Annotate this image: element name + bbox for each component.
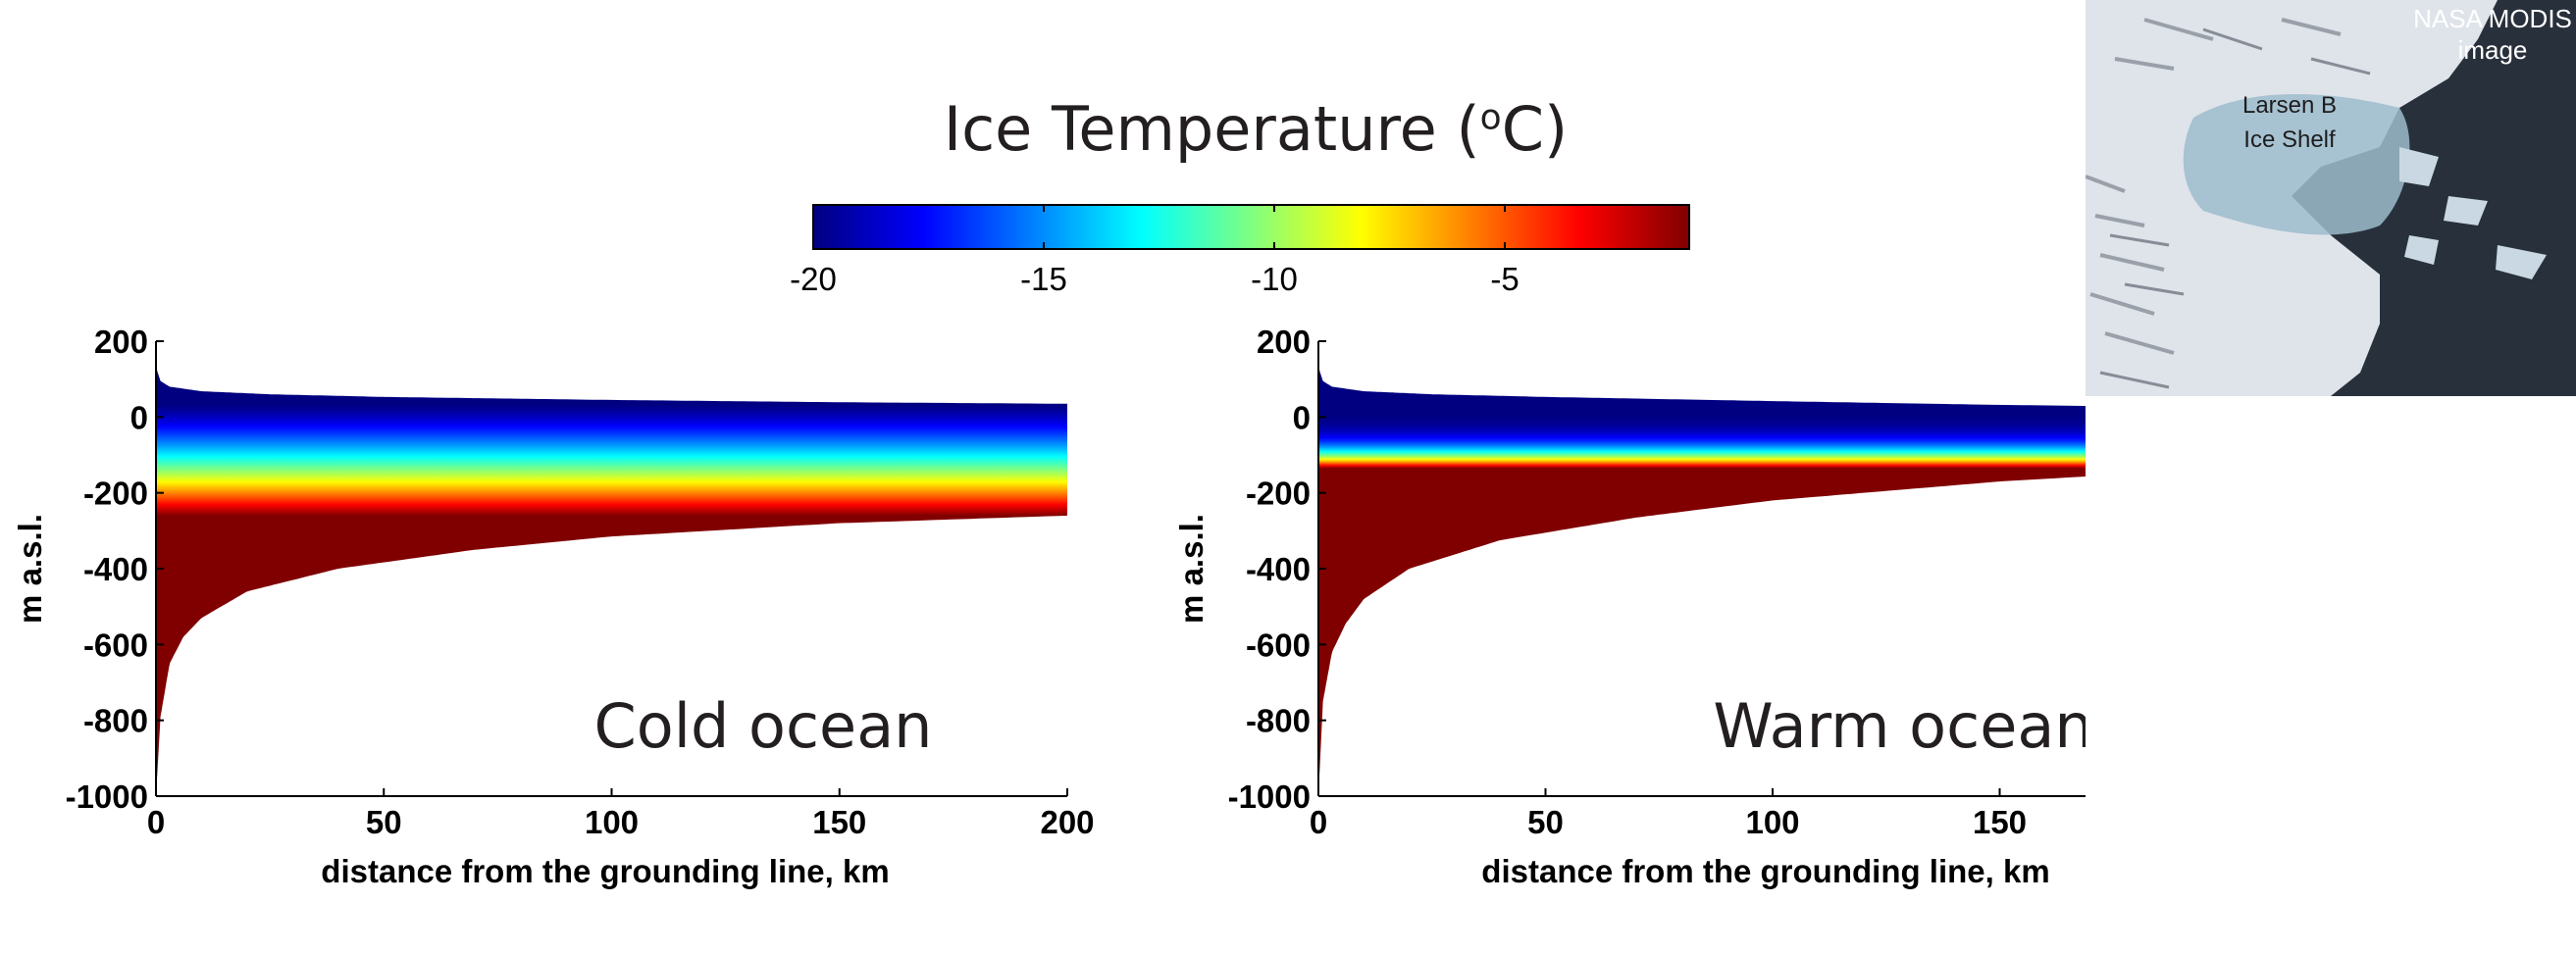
colorbar-title-degree: o [1479, 97, 1502, 138]
colorbar-tick-label: -5 [1490, 261, 1519, 297]
colorbar-title: Ice Temperature (oC) [0, 93, 2511, 165]
mountain-ridges [2086, 18, 2342, 355]
warm-ocean-label: Warm ocean [1713, 690, 2086, 762]
colorbar-body [812, 204, 1690, 250]
y-tick-label: -200 [83, 476, 148, 512]
inset-source-label-1: NASA MODIS [2413, 4, 2572, 33]
inset-feature-label-2: Ice Shelf [2243, 126, 2336, 153]
x-tick-label: 150 [812, 804, 866, 840]
colorbar-tick-label: -20 [790, 261, 837, 297]
satellite-image: NASA MODIS image Larsen B Ice Shelf [2086, 0, 2576, 396]
colorbar-title-unit: C) [1501, 93, 1569, 165]
y-tick-label: -600 [1246, 627, 1311, 663]
cold-ocean-label: Cold ocean [594, 690, 933, 762]
colorbar-title-main: Ice Temperature ( [943, 93, 1480, 165]
y-tick-label: 200 [94, 324, 148, 360]
colorbar-tick-label: -15 [1020, 261, 1067, 297]
x-tick-label: 0 [1310, 804, 1327, 840]
y-tick-label: -800 [83, 703, 148, 739]
x-tick-label: 100 [1745, 804, 1799, 840]
colorbar: -20 -15 -10 -5 [790, 204, 1690, 297]
warm-ocean-xlabel: distance from the grounding line, km [1481, 853, 2049, 889]
cold-ocean-ylabel: m a.s.l. [12, 514, 48, 624]
x-tick-label: 50 [366, 804, 402, 840]
y-tick-label: -800 [1246, 703, 1311, 739]
warm-ocean-temperature-field [1318, 364, 2086, 796]
inset-source-label-2: image [2458, 35, 2528, 65]
y-tick-label: 0 [1293, 399, 1311, 435]
y-tick-label: 200 [1257, 324, 1311, 360]
y-tick-label: -600 [83, 627, 148, 663]
panel-cold-ocean: 0 50 100 150 200 200 0 -200 -400 -600 -800 -1000 Co… [12, 324, 1095, 889]
ice-shelf-region [2183, 94, 2410, 235]
warm-ocean-ylabel: m a.s.l. [1173, 514, 1210, 624]
y-tick-label: -400 [1246, 551, 1311, 587]
colorbar-ticks: -20 -15 -10 -5 [790, 205, 1520, 297]
x-tick-label: 200 [1040, 804, 1094, 840]
x-tick-label: 50 [1527, 804, 1564, 840]
land-shadow-streaks [2099, 27, 2371, 389]
x-tick-label: 150 [1973, 804, 2027, 840]
y-tick-label: -1000 [66, 778, 148, 815]
y-tick-label: -1000 [1228, 778, 1311, 815]
figure-canvas: -20 -15 -10 -5 0 50 100 150 200 200 0 -200 -400 -600… [12, 204, 2086, 889]
inset-feature-label-1: Larsen B [2242, 92, 2337, 119]
colorbar-tick-label: -10 [1251, 261, 1298, 297]
cold-ocean-axes: 0 50 100 150 200 200 0 -200 -400 -600 -800 -1000 [66, 324, 1095, 840]
cold-ocean-xlabel: distance from the grounding line, km [321, 853, 889, 889]
y-tick-label: -400 [83, 551, 148, 587]
x-tick-label: 0 [147, 804, 165, 840]
y-tick-label: 0 [130, 399, 148, 435]
ice-front-floes [2399, 147, 2547, 279]
modis-satellite-inset: NASA MODIS image Larsen B Ice Shelf [2086, 0, 2576, 396]
y-tick-label: -200 [1246, 476, 1311, 512]
cold-ocean-temperature-field [156, 364, 1067, 796]
x-tick-label: 100 [585, 804, 639, 840]
